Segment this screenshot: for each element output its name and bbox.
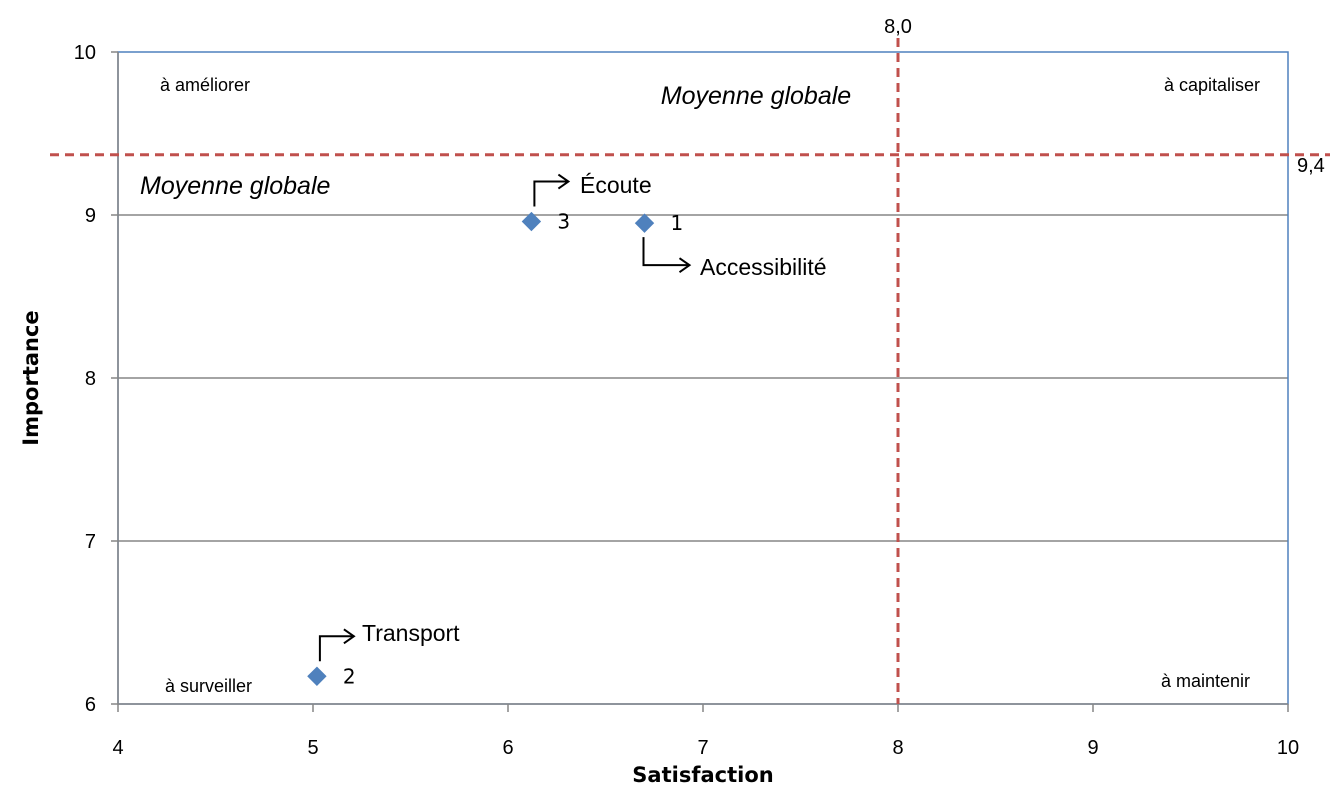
axes: 6 7 8 9 10 4 5 6 7 8 9 10 — [74, 42, 1299, 759]
callout-arrow — [533, 180, 569, 207]
quadrant-label-bottom-right: à maintenir — [1161, 671, 1250, 691]
threshold-y-value: 9,4 — [1297, 155, 1325, 177]
x-tick-label: 5 — [307, 737, 318, 759]
x-tick-label: 7 — [697, 737, 708, 759]
x-tick-label: 6 — [502, 737, 513, 759]
data-point-marker — [307, 666, 327, 686]
y-tick-label: 6 — [85, 694, 96, 716]
data-point-label: Accessibilité — [700, 254, 827, 280]
data-point-number: 1 — [671, 211, 684, 235]
x-tick-label: 4 — [112, 737, 123, 759]
quadrant-label-top-right: à capitaliser — [1164, 75, 1260, 95]
average-label-vertical-line: Moyenne globale — [661, 82, 851, 110]
data-point-marker — [521, 211, 542, 232]
average-label-horizontal-line: Moyenne globale — [140, 172, 330, 200]
quadrant-label-top-left: à améliorer — [160, 75, 250, 95]
data-point-label: Transport — [362, 620, 460, 646]
y-tick-label: 9 — [85, 205, 96, 227]
gridlines — [118, 214, 1288, 542]
data-point-label: Écoute — [580, 172, 652, 198]
y-axis-title: Importance — [19, 310, 43, 445]
x-tick-label: 10 — [1277, 737, 1299, 759]
quadrant-label-bottom-left: à surveiller — [165, 676, 252, 696]
data-point-marker — [634, 213, 655, 233]
y-tick-label: 7 — [85, 531, 96, 553]
callout-arrow — [642, 237, 690, 267]
threshold-x-value: 8,0 — [884, 16, 912, 38]
x-tick-label: 9 — [1087, 737, 1098, 759]
x-tick-label: 8 — [892, 737, 903, 759]
y-tick-label: 8 — [85, 368, 96, 390]
callout-arrow-head — [678, 257, 692, 273]
data-point-number: 3 — [557, 210, 570, 234]
y-tick-label: 10 — [74, 42, 96, 64]
callout-arrow — [318, 635, 354, 662]
x-axis-title: Satisfaction — [632, 763, 773, 787]
data-point-number: 2 — [343, 664, 356, 688]
callout-arrow-head — [343, 628, 356, 645]
callout-arrow-head — [557, 173, 571, 190]
threshold-lines — [50, 38, 1330, 704]
